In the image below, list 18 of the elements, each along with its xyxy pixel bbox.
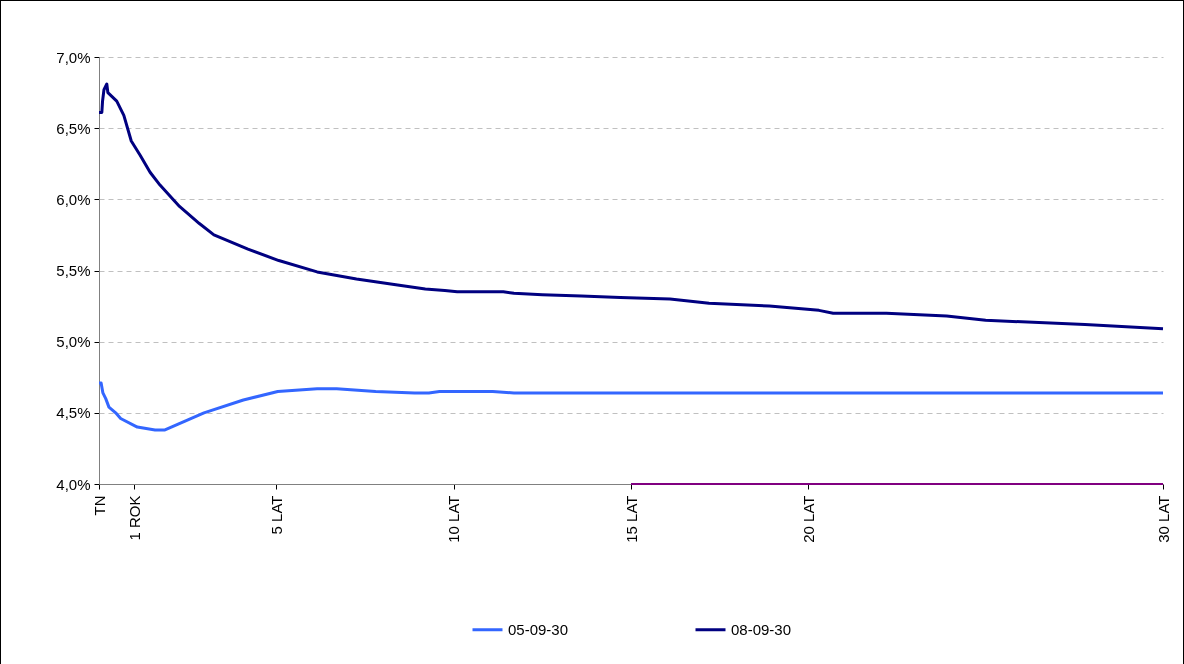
x-tick-label: 1 ROK: [125, 495, 143, 541]
y-tick-label: 5,0%: [56, 333, 91, 351]
y-tick-label: 7,0%: [56, 48, 91, 66]
x-tick-label: 5 LAT: [267, 495, 285, 535]
x-tick-label: TN: [90, 495, 108, 516]
x-tick-label: 10 LAT: [445, 495, 463, 543]
y-tick-label: 6,5%: [56, 119, 91, 137]
legend-label: 05-09-30: [508, 620, 569, 638]
line-series: [97, 381, 1165, 432]
y-tick-label: 4,0%: [56, 475, 91, 493]
y-tick-label: 6,0%: [56, 190, 91, 208]
line-series: [97, 82, 1165, 331]
y-tick-label: 5,5%: [56, 262, 91, 279]
legend-label: 08-09-30: [731, 620, 792, 638]
x-tick-label: 15 LAT: [622, 495, 640, 543]
y-tick-label: 4,5%: [56, 404, 91, 422]
x-tick-label: 20 LAT: [799, 495, 817, 543]
x-tick-label: 30 LAT: [1154, 495, 1172, 543]
